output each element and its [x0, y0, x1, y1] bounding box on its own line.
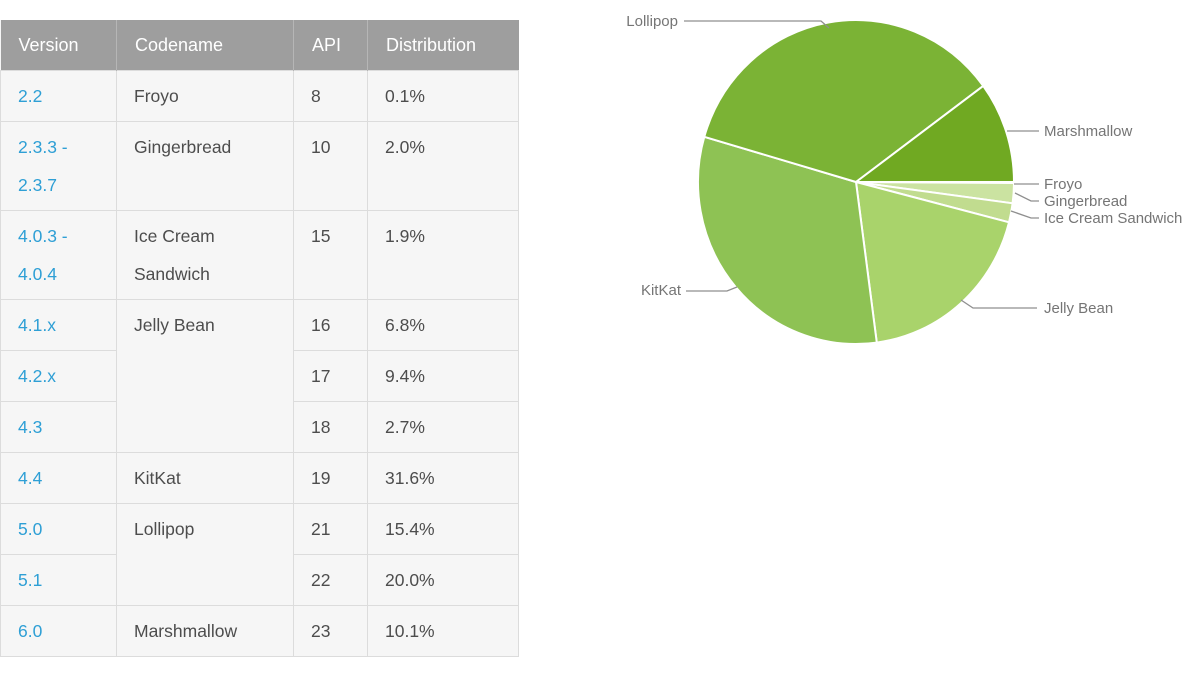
- table-row: 2.2 Froyo 8 0.1%: [0, 70, 519, 122]
- version-link[interactable]: 6.0: [18, 621, 43, 641]
- codename-cell: Gingerbread: [116, 121, 294, 211]
- table-row: 2.3.3 - 2.3.7 Gingerbread 10 2.0%: [0, 121, 519, 211]
- codename-cell: Marshmallow: [116, 605, 294, 657]
- distribution-cell: 0.1%: [367, 70, 519, 122]
- pie-slice-marshmallow: [855, 84, 1015, 183]
- distribution-cell: 10.1%: [367, 605, 519, 657]
- distribution-cell: 9.4%: [367, 350, 519, 402]
- label-line-kitkat: [686, 286, 738, 292]
- header-api: API: [293, 20, 368, 71]
- version-cell: 4.3: [0, 401, 117, 453]
- header-version: Version: [0, 20, 117, 71]
- table-row: 4.0.3 - 4.0.4 Ice Cream Sandwich 15 1.9%: [0, 210, 519, 300]
- label-line-jelly-bean: [960, 299, 1037, 309]
- pie-slice-jelly-bean: [855, 181, 1011, 344]
- pie-label-marshmallow: Marshmallow: [1044, 123, 1133, 140]
- version-cell: 5.1: [0, 554, 117, 606]
- table-row: 4.1.x Jelly Bean 16 6.8%: [0, 299, 519, 453]
- version-link[interactable]: 4.2.x: [18, 366, 56, 386]
- codename-cell: Ice Cream Sandwich: [116, 210, 294, 300]
- distribution-cell: 2.7%: [367, 401, 519, 453]
- codename-cell: Froyo: [116, 70, 294, 122]
- distribution-cell: 1.9%: [367, 210, 519, 300]
- codename-cell: Lollipop: [116, 503, 294, 606]
- version-link[interactable]: 4.4: [18, 468, 43, 488]
- version-cell: 2.2: [0, 70, 117, 122]
- api-cell: 16: [293, 299, 368, 351]
- api-cell: 21: [293, 503, 368, 555]
- table-row: 4.3 18 2.7%: [0, 401, 519, 453]
- api-cell: 18: [293, 401, 368, 453]
- label-line-gingerbread: [1014, 192, 1039, 202]
- label-line-lollipop: [684, 20, 830, 29]
- distribution-cell: 15.4%: [367, 503, 519, 555]
- pie-slices-group: [697, 19, 1016, 345]
- table-header-row: Version Codename API Distribution: [0, 20, 519, 71]
- distribution-cell: 2.0%: [367, 121, 519, 211]
- pie-label-gingerbread: Gingerbread: [1044, 193, 1127, 210]
- table-row: 4.2.x 17 9.4%: [0, 350, 519, 402]
- version-link[interactable]: 2.2: [18, 86, 43, 106]
- api-cell: 17: [293, 350, 368, 402]
- api-cell: 8: [293, 70, 368, 122]
- pie-label-froyo: Froyo: [1044, 176, 1082, 193]
- api-cell: 10: [293, 121, 368, 211]
- version-cell: 6.0: [0, 605, 117, 657]
- pie-label-jelly-bean: Jelly Bean: [1044, 300, 1113, 317]
- header-distribution: Distribution: [367, 20, 519, 71]
- version-link[interactable]: 4.1.x: [18, 315, 56, 335]
- api-cell: 23: [293, 605, 368, 657]
- api-cell: 15: [293, 210, 368, 300]
- table-row: 5.1 22 20.0%: [0, 554, 519, 606]
- version-distribution-table: Version Codename API Distribution 2.2 Fr…: [0, 20, 519, 657]
- pie-slice-lollipop: [703, 19, 985, 183]
- distribution-cell: 6.8%: [367, 299, 519, 351]
- header-codename: Codename: [116, 20, 294, 71]
- version-cell: 4.0.3 - 4.0.4: [0, 210, 117, 300]
- distribution-cell: 20.0%: [367, 554, 519, 606]
- api-cell: 19: [293, 452, 368, 504]
- label-line-ice-cream-sandwich: [1010, 210, 1039, 219]
- version-link[interactable]: 2.3.3 - 2.3.7: [18, 137, 68, 195]
- pie-label-lollipop: Lollipop: [626, 13, 678, 30]
- table-row: 4.4 KitKat 19 31.6%: [0, 452, 519, 504]
- pie-label-ice-cream-sandwich: Ice Cream Sandwich: [1044, 210, 1182, 227]
- pie-label-kitkat: KitKat: [641, 282, 682, 299]
- version-link[interactable]: 4.0.3 - 4.0.4: [18, 226, 68, 284]
- distribution-cell: 31.6%: [367, 452, 519, 504]
- version-cell: 4.2.x: [0, 350, 117, 402]
- codename-cell: Jelly Bean: [116, 299, 294, 453]
- version-link[interactable]: 4.3: [18, 417, 43, 437]
- table-row: 6.0 Marshmallow 23 10.1%: [0, 605, 519, 657]
- version-cell: 4.4: [0, 452, 117, 504]
- table-row: 5.0 Lollipop 21 15.4%: [0, 503, 519, 606]
- version-link[interactable]: 5.0: [18, 519, 43, 539]
- version-link[interactable]: 5.1: [18, 570, 43, 590]
